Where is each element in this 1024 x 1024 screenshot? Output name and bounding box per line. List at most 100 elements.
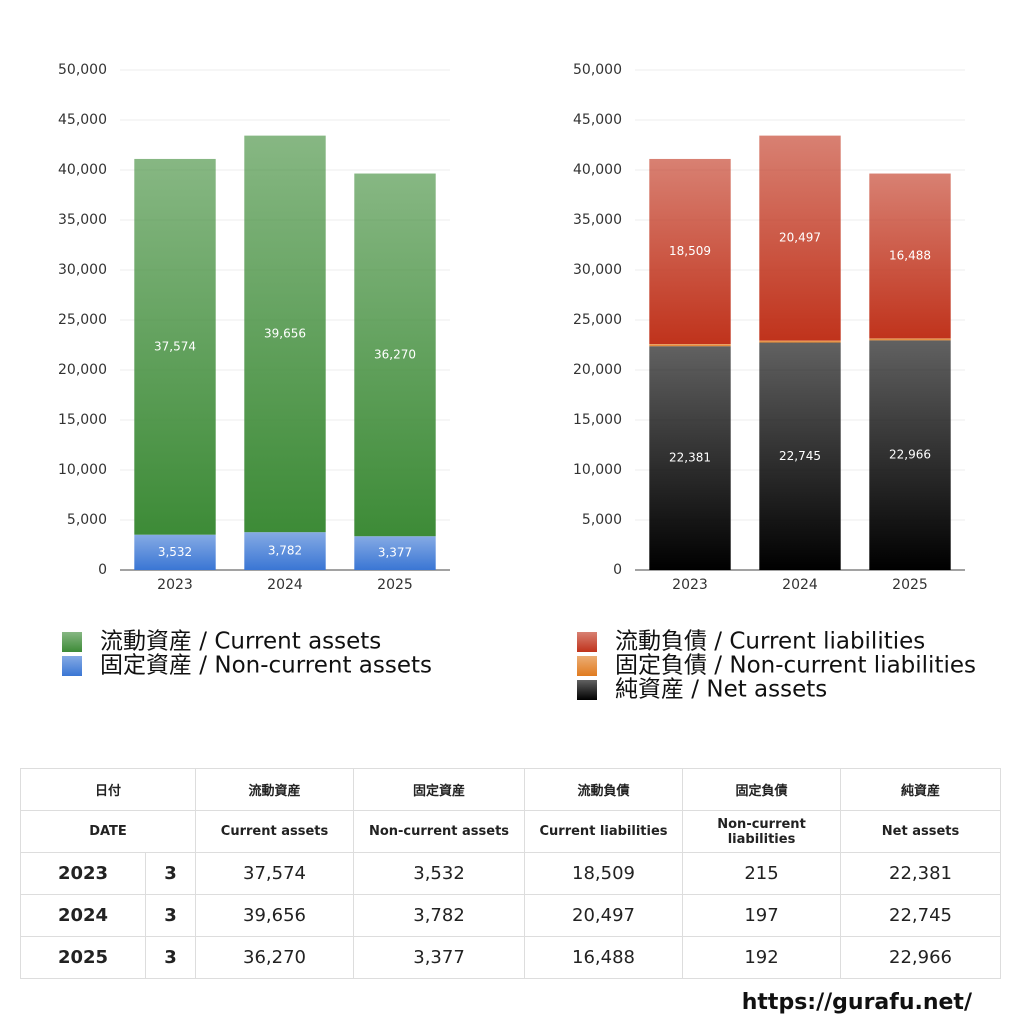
table-cell: 22,966 [840,936,1002,979]
table-cell: 3 [144,852,197,895]
value-label: 3,532 [158,545,192,559]
y-tick-label: 15,000 [58,412,107,428]
legend-label: 流動資産 / Current assets [100,629,381,655]
bar-segment [759,340,841,343]
y-tick-label: 25,000 [58,312,107,328]
bar-segment [244,532,326,570]
header-cell: 固定負債 [682,768,842,811]
table-cell: 3,782 [353,894,526,937]
x-tick-label: 2025 [377,577,413,593]
subheader-cell: Current liabilities [524,810,684,853]
table-cell: 2024 [20,894,146,937]
table-cell: 16,488 [524,936,684,979]
table-cell: 37,574 [195,852,355,895]
value-label: 36,270 [374,347,416,361]
site-url: https://gurafu.net/ [741,990,972,1015]
x-tick-label: 2024 [267,577,303,593]
value-label: 20,497 [779,231,821,245]
x-tick-label: 2025 [892,577,928,593]
table-cell: 18,509 [524,852,684,895]
table-cell: 215 [682,852,842,895]
header-cell: 日付 [19,768,197,811]
legend-swatch [62,656,82,676]
data-table: 日付 流動資産 固定資産 流動負債 固定負債 純資産 DATE Current assets N… [19,768,1002,979]
table-row: 日付 流動資産 固定資産 流動負債 固定負債 純資産 [19,768,1002,811]
table-cell: 22,381 [840,852,1002,895]
bar-segment [649,344,731,347]
table-cell: 3,532 [353,852,526,895]
table-row: 2024 3 39,656 3,782 20,497 197 22,745 [20,894,1002,937]
table-row: DATE Current assets Non-current assets Curr… [19,810,1002,853]
y-tick-label: 20,000 [573,362,622,378]
bar-segment [759,342,841,570]
header-cell: 純資産 [840,768,1002,811]
y-tick-label: 35,000 [58,212,107,228]
table-cell: 36,270 [195,936,355,979]
y-tick-label: 5,000 [582,512,622,528]
y-tick-label: 15,000 [573,412,622,428]
subheader-cell: Non-current assets [353,810,526,853]
bar-segment [759,135,841,341]
table-cell: 20,497 [524,894,684,937]
subheader-cell: Net assets [840,810,1002,853]
y-tick-label: 40,000 [573,162,622,178]
header-cell: 固定資産 [353,768,526,811]
subheader-cell: Non-current liabilities [682,810,842,853]
y-tick-label: 0 [98,562,107,578]
table-cell: 197 [682,894,842,937]
y-tick-label: 35,000 [573,212,622,228]
header-cell: 流動負債 [524,768,684,811]
table-cell: 2025 [20,936,146,979]
y-tick-label: 50,000 [573,62,622,78]
subheader-cell: Current assets [195,810,355,853]
table-cell: 22,745 [840,894,1002,937]
bar-segment [649,158,731,345]
bar-segment [869,173,951,339]
table-cell: 39,656 [195,894,355,937]
value-label: 22,381 [669,451,711,465]
legend-label: 固定資産 / Non-current assets [100,653,432,679]
y-tick-label: 10,000 [573,462,622,478]
bar-segment [134,158,216,535]
value-label: 18,509 [669,244,711,258]
y-tick-label: 45,000 [573,112,622,128]
y-tick-label: 50,000 [58,62,107,78]
value-label: 37,574 [154,339,196,353]
legend-label: 純資産 / Net assets [615,677,827,703]
table-row: 2023 3 37,574 3,532 18,509 215 22,381 [20,852,1002,895]
x-tick-label: 2023 [672,577,708,593]
table-row: 2025 3 36,270 3,377 16,488 192 22,966 [20,936,1002,979]
bar-segment [354,173,436,537]
legend-swatch [577,680,597,700]
y-tick-label: 25,000 [573,312,622,328]
value-label: 22,745 [779,449,821,463]
bar-segment [354,536,436,570]
table-cell: 3 [144,936,197,979]
table-cell: 3 [144,894,197,937]
subheader-cell: DATE [19,810,197,853]
y-tick-label: 0 [613,562,622,578]
table-cell: 3,377 [353,936,526,979]
bar-segment [869,338,951,341]
value-label: 3,782 [268,544,302,558]
y-tick-label: 30,000 [58,262,107,278]
legend-swatch [577,632,597,652]
y-tick-label: 20,000 [58,362,107,378]
value-label: 39,656 [264,326,306,340]
legend-swatch [577,656,597,676]
table-cell: 192 [682,936,842,979]
table-cell: 2023 [20,852,146,895]
bar-segment [134,534,216,570]
bar-segment [649,346,731,570]
y-tick-label: 40,000 [58,162,107,178]
legend-label: 流動負債 / Current liabilities [615,629,925,655]
header-cell: 流動資産 [195,768,355,811]
y-tick-label: 5,000 [67,512,107,528]
x-tick-label: 2024 [782,577,818,593]
value-label: 16,488 [889,248,931,262]
charts: 0 5,000 10,000 15,000 20,000 25,000 30,000 35,0… [58,62,976,703]
value-label: 3,377 [378,546,412,560]
legend-swatch [62,632,82,652]
legend-label: 固定負債 / Non-current liabilities [615,653,976,679]
